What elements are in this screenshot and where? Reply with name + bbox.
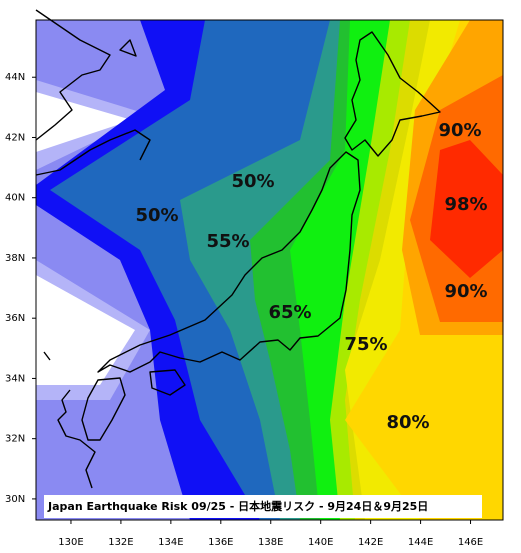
coastlines [35, 9, 441, 489]
x-tick-label: 144E [408, 537, 433, 548]
y-tick-label: 32N [5, 434, 25, 445]
contour-fill [36, 20, 503, 520]
risk-label: 98% [444, 194, 487, 215]
y-tick-label: 38N [5, 253, 25, 264]
risk-label: 65% [268, 302, 311, 323]
risk-label: 75% [344, 334, 387, 355]
x-tick-label: 132E [108, 537, 133, 548]
y-tick-label: 42N [5, 132, 25, 143]
risk-label: 90% [444, 281, 487, 302]
x-tick-label: 136E [208, 537, 233, 548]
x-tick-label: 140E [308, 537, 333, 548]
risk-label: 90% [438, 120, 481, 141]
plot-frame [35, 19, 504, 521]
x-tick-label: 134E [158, 537, 183, 548]
y-tick-label: 44N [5, 72, 25, 83]
map-title: Japan Earthquake Risk 09/25 - 日本地震リスク - … [47, 499, 428, 513]
y-tick-label: 40N [5, 193, 25, 204]
y-tick-label: 34N [5, 373, 25, 384]
caption-box [44, 495, 482, 518]
risk-label: 50% [135, 205, 178, 226]
x-tick-label: 146E [458, 537, 483, 548]
y-tick-label: 30N [5, 494, 25, 505]
x-tick-label: 138E [258, 537, 283, 548]
risk-label: 55% [206, 231, 249, 252]
y-tick-label: 36N [5, 313, 25, 324]
x-tick-label: 142E [358, 537, 383, 548]
x-tick-label: 130E [58, 537, 83, 548]
risk-label: 80% [386, 412, 429, 433]
risk-label: 50% [231, 171, 274, 192]
